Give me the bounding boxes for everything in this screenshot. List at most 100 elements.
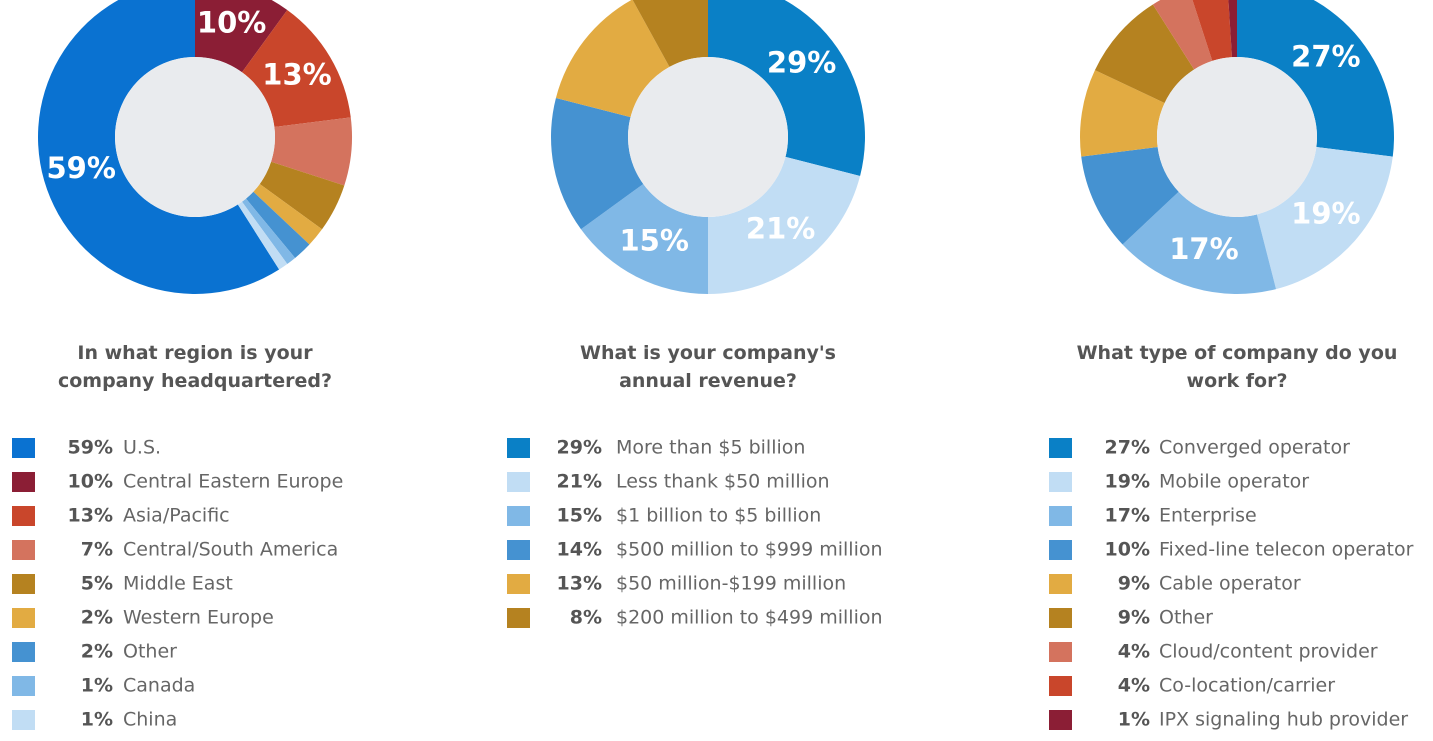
donut-slice: [1081, 147, 1179, 245]
legend-value: 5%: [81, 573, 113, 595]
donut-slice: [1228, 0, 1237, 58]
data-label: 15%: [619, 224, 688, 258]
legend-swatch: [1049, 574, 1072, 594]
legend-label: Central/South America: [123, 539, 338, 561]
legend-value: 2%: [81, 607, 113, 629]
legend-swatch: [507, 506, 530, 526]
legend-label: Other: [123, 641, 177, 663]
data-label: 13%: [262, 58, 331, 92]
legend-value: 1%: [81, 675, 113, 697]
legend-label: Canada: [123, 675, 195, 697]
legend-swatch: [1049, 608, 1072, 628]
legend-value: 10%: [1105, 539, 1150, 561]
legend-value: 8%: [570, 607, 602, 629]
chart-title: In what region is your company headquart…: [57, 342, 333, 392]
legend-value: 4%: [1118, 675, 1150, 697]
legend-swatch: [1049, 710, 1072, 730]
legend-value: 13%: [557, 573, 602, 595]
legend-label: Converged operator: [1159, 437, 1350, 459]
legend-swatch: [507, 574, 530, 594]
data-label: 59%: [46, 151, 115, 185]
legend-value: 21%: [557, 471, 602, 493]
chart-title: What type of company do you work for?: [1076, 342, 1398, 392]
legend-label: More than $5 billion: [616, 437, 805, 459]
donut-slice: [271, 117, 352, 186]
donut-slice: [555, 0, 670, 118]
legend-swatch: [1049, 472, 1072, 492]
legend-value: 19%: [1105, 471, 1150, 493]
legend-swatch: [507, 438, 530, 458]
legend-swatch: [12, 608, 35, 628]
legend-label: Cloud/content provider: [1159, 641, 1378, 663]
legend-value: 7%: [81, 539, 113, 561]
legend-label: Co-location/carrier: [1159, 675, 1335, 697]
donut-slice: [1192, 0, 1232, 61]
donut-slice: [242, 198, 296, 265]
legend-label: Western Europe: [123, 607, 274, 629]
donut-slice: [237, 201, 288, 270]
legend-swatch: [12, 642, 35, 662]
legend-swatch: [507, 608, 530, 628]
legend-label: Other: [1159, 607, 1213, 629]
data-label: 21%: [746, 212, 815, 246]
legend-label: $200 million to $499 million: [616, 607, 883, 629]
legend-swatch: [1049, 506, 1072, 526]
legend-value: 15%: [557, 505, 602, 527]
donut-slice: [1256, 147, 1393, 290]
legend-value: 4%: [1118, 641, 1150, 663]
data-label: 17%: [1169, 232, 1238, 266]
donut-slice: [1152, 0, 1213, 70]
legend-swatch: [12, 676, 35, 696]
legend-value: 17%: [1105, 505, 1150, 527]
donut-slice: [708, 0, 865, 177]
chart-title: What is your company's annual revenue?: [580, 342, 836, 392]
donut-slice: [259, 161, 345, 230]
legend-label: Mobile operator: [1159, 471, 1309, 493]
legend-swatch: [12, 574, 35, 594]
legend-label: U.S.: [123, 437, 161, 459]
data-label: 19%: [1291, 196, 1360, 230]
legend-value: 9%: [1118, 573, 1150, 595]
legend-label: Fixed-line telecon operator: [1159, 539, 1414, 561]
legend-value: 14%: [557, 539, 602, 561]
legend-label: Less thank $50 million: [616, 471, 830, 493]
legend-swatch: [1049, 676, 1072, 696]
legend-label: $1 billion to $5 billion: [616, 505, 821, 527]
legend-swatch: [12, 438, 35, 458]
legend-label: $50 million-$199 million: [616, 573, 846, 595]
legend-value: 13%: [68, 505, 113, 527]
donut-hole: [115, 57, 275, 217]
legend-label: Middle East: [123, 573, 233, 595]
legend-value: 1%: [81, 709, 113, 731]
donut-slice: [708, 156, 861, 294]
legend-swatch: [12, 506, 35, 526]
donut-slice: [195, 0, 288, 73]
legend-label: $500 million to $999 million: [616, 539, 883, 561]
legend-label: Asia/Pacific: [123, 505, 230, 527]
donut-slice: [245, 191, 310, 258]
legend-label: Central Eastern Europe: [123, 471, 343, 493]
legend-swatch: [12, 540, 35, 560]
donut-slice: [253, 184, 323, 245]
legend-label: China: [123, 709, 177, 731]
legend-swatch: [1049, 438, 1072, 458]
data-label: 27%: [1291, 40, 1360, 74]
donut-slice: [632, 0, 708, 67]
legend-swatch: [507, 472, 530, 492]
donut-slice: [1094, 4, 1195, 103]
data-label: 10%: [197, 5, 266, 39]
legend-label: Enterprise: [1159, 505, 1257, 527]
donut-slice: [1122, 191, 1277, 295]
legend-label: IPX signaling hub provider: [1159, 709, 1408, 731]
legend-swatch: [507, 540, 530, 560]
donut-slice: [38, 0, 280, 294]
donut-slice: [551, 97, 644, 230]
legend-swatch: [12, 472, 35, 492]
legend-value: 9%: [1118, 607, 1150, 629]
legend-swatch: [12, 710, 35, 730]
donut-slice: [580, 184, 708, 294]
legend-label: Cable operator: [1159, 573, 1301, 595]
legend-value: 59%: [68, 437, 113, 459]
legend-value: 10%: [68, 471, 113, 493]
